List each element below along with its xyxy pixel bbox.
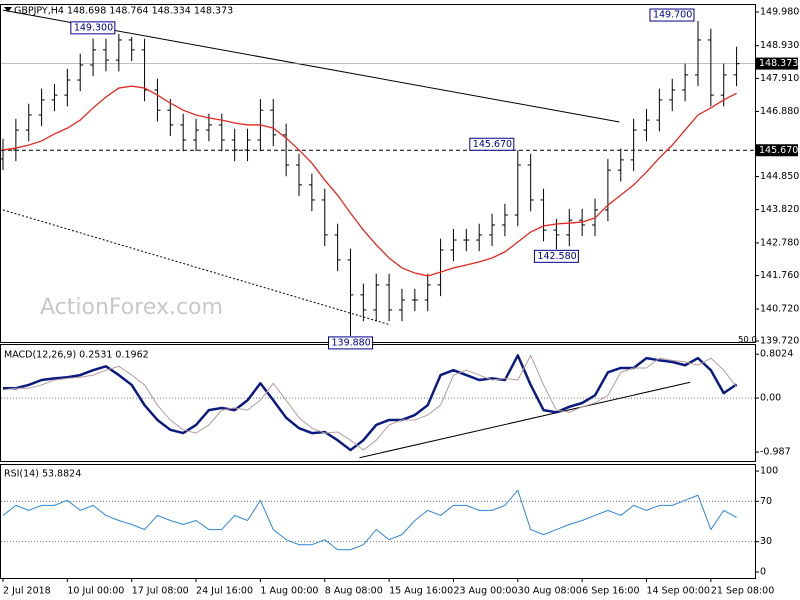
rsi-title: RSI(14) 53.8824 bbox=[4, 469, 81, 480]
price-title: GBPJPY,H4 148.698 148.764 148.334 148.37… bbox=[14, 6, 233, 17]
x-tick-label: 10 Jul 00:00 bbox=[67, 586, 124, 597]
annotation-box bbox=[327, 336, 373, 350]
annotation-box bbox=[533, 249, 579, 263]
series-line bbox=[2, 489, 737, 551]
last-price-label: 148.373 bbox=[759, 58, 798, 69]
x-tick-label: 17 Jul 08:00 bbox=[132, 586, 189, 597]
price-panel bbox=[0, 4, 756, 343]
menu-icon bbox=[4, 7, 12, 12]
x-tick-label: 8 Aug 08:00 bbox=[325, 586, 383, 597]
y-tick-label: 70 bbox=[760, 496, 772, 507]
series-line bbox=[3, 354, 738, 452]
x-tick-label: 14 Sep 00:00 bbox=[647, 586, 710, 597]
y-tick-label: 141.760 bbox=[760, 270, 799, 281]
y-tick-label: 143.820 bbox=[760, 204, 799, 215]
y-tick-label: 0 bbox=[760, 566, 766, 577]
annotation-label: 139.880 bbox=[331, 337, 370, 348]
y-tick-label: 147.910 bbox=[760, 73, 799, 84]
annotation-label: 142.580 bbox=[537, 251, 576, 262]
y-tick-label: 148.930 bbox=[760, 40, 799, 51]
y-tick-label: 0.8024 bbox=[760, 349, 793, 360]
series-line bbox=[2, 354, 737, 451]
trendline bbox=[359, 381, 691, 459]
last-price-box bbox=[756, 57, 798, 70]
annotation-label: 149.300 bbox=[74, 22, 113, 33]
watermark: ActionForex.com bbox=[40, 295, 223, 320]
annotation-label: 145.670 bbox=[473, 139, 512, 150]
y-tick-label: 140.720 bbox=[760, 303, 799, 314]
moving-average bbox=[2, 85, 737, 277]
x-tick-label: 6 Sep 16:00 bbox=[582, 586, 639, 597]
annotation-label: 149.700 bbox=[653, 10, 692, 21]
hline-label: 145.670 bbox=[759, 145, 798, 156]
x-tick-label: 21 Sep 08:00 bbox=[711, 586, 774, 597]
y-tick-label: 146.880 bbox=[760, 106, 799, 117]
x-tick-label: 23 Aug 00:00 bbox=[453, 586, 517, 597]
y-tick-label: 0.00 bbox=[760, 393, 781, 404]
y-tick-label: 144.850 bbox=[760, 171, 799, 182]
y-tick-label: 139.720 bbox=[760, 336, 799, 347]
y-tick-label: 100 bbox=[760, 466, 778, 477]
rsi-panel bbox=[0, 464, 756, 579]
x-tick-label: 15 Aug 16:00 bbox=[389, 586, 453, 597]
annotation-box bbox=[649, 8, 695, 22]
annotation-box bbox=[469, 137, 515, 151]
x-tick-label: 2 Jul 2018 bbox=[3, 586, 51, 597]
x-tick-label: 24 Jul 16:00 bbox=[196, 586, 253, 597]
y-tick-label: 30 bbox=[760, 536, 772, 547]
hline-label-box bbox=[756, 144, 798, 157]
y-tick-label: 149.980 bbox=[760, 7, 799, 18]
annotation-box bbox=[70, 21, 116, 35]
trendline bbox=[2, 209, 391, 326]
x-tick-label: 30 Aug 08:00 bbox=[518, 586, 582, 597]
x-tick-label: 1 Aug 00:00 bbox=[260, 586, 318, 597]
corner-text: 50.0 bbox=[738, 336, 757, 346]
macd-title: MACD(12,26,9) 0.2531 0.1962 bbox=[4, 350, 149, 361]
y-tick-label: -0.987 bbox=[760, 447, 791, 458]
macd-panel bbox=[0, 344, 756, 462]
y-tick-label: 142.780 bbox=[760, 237, 799, 248]
